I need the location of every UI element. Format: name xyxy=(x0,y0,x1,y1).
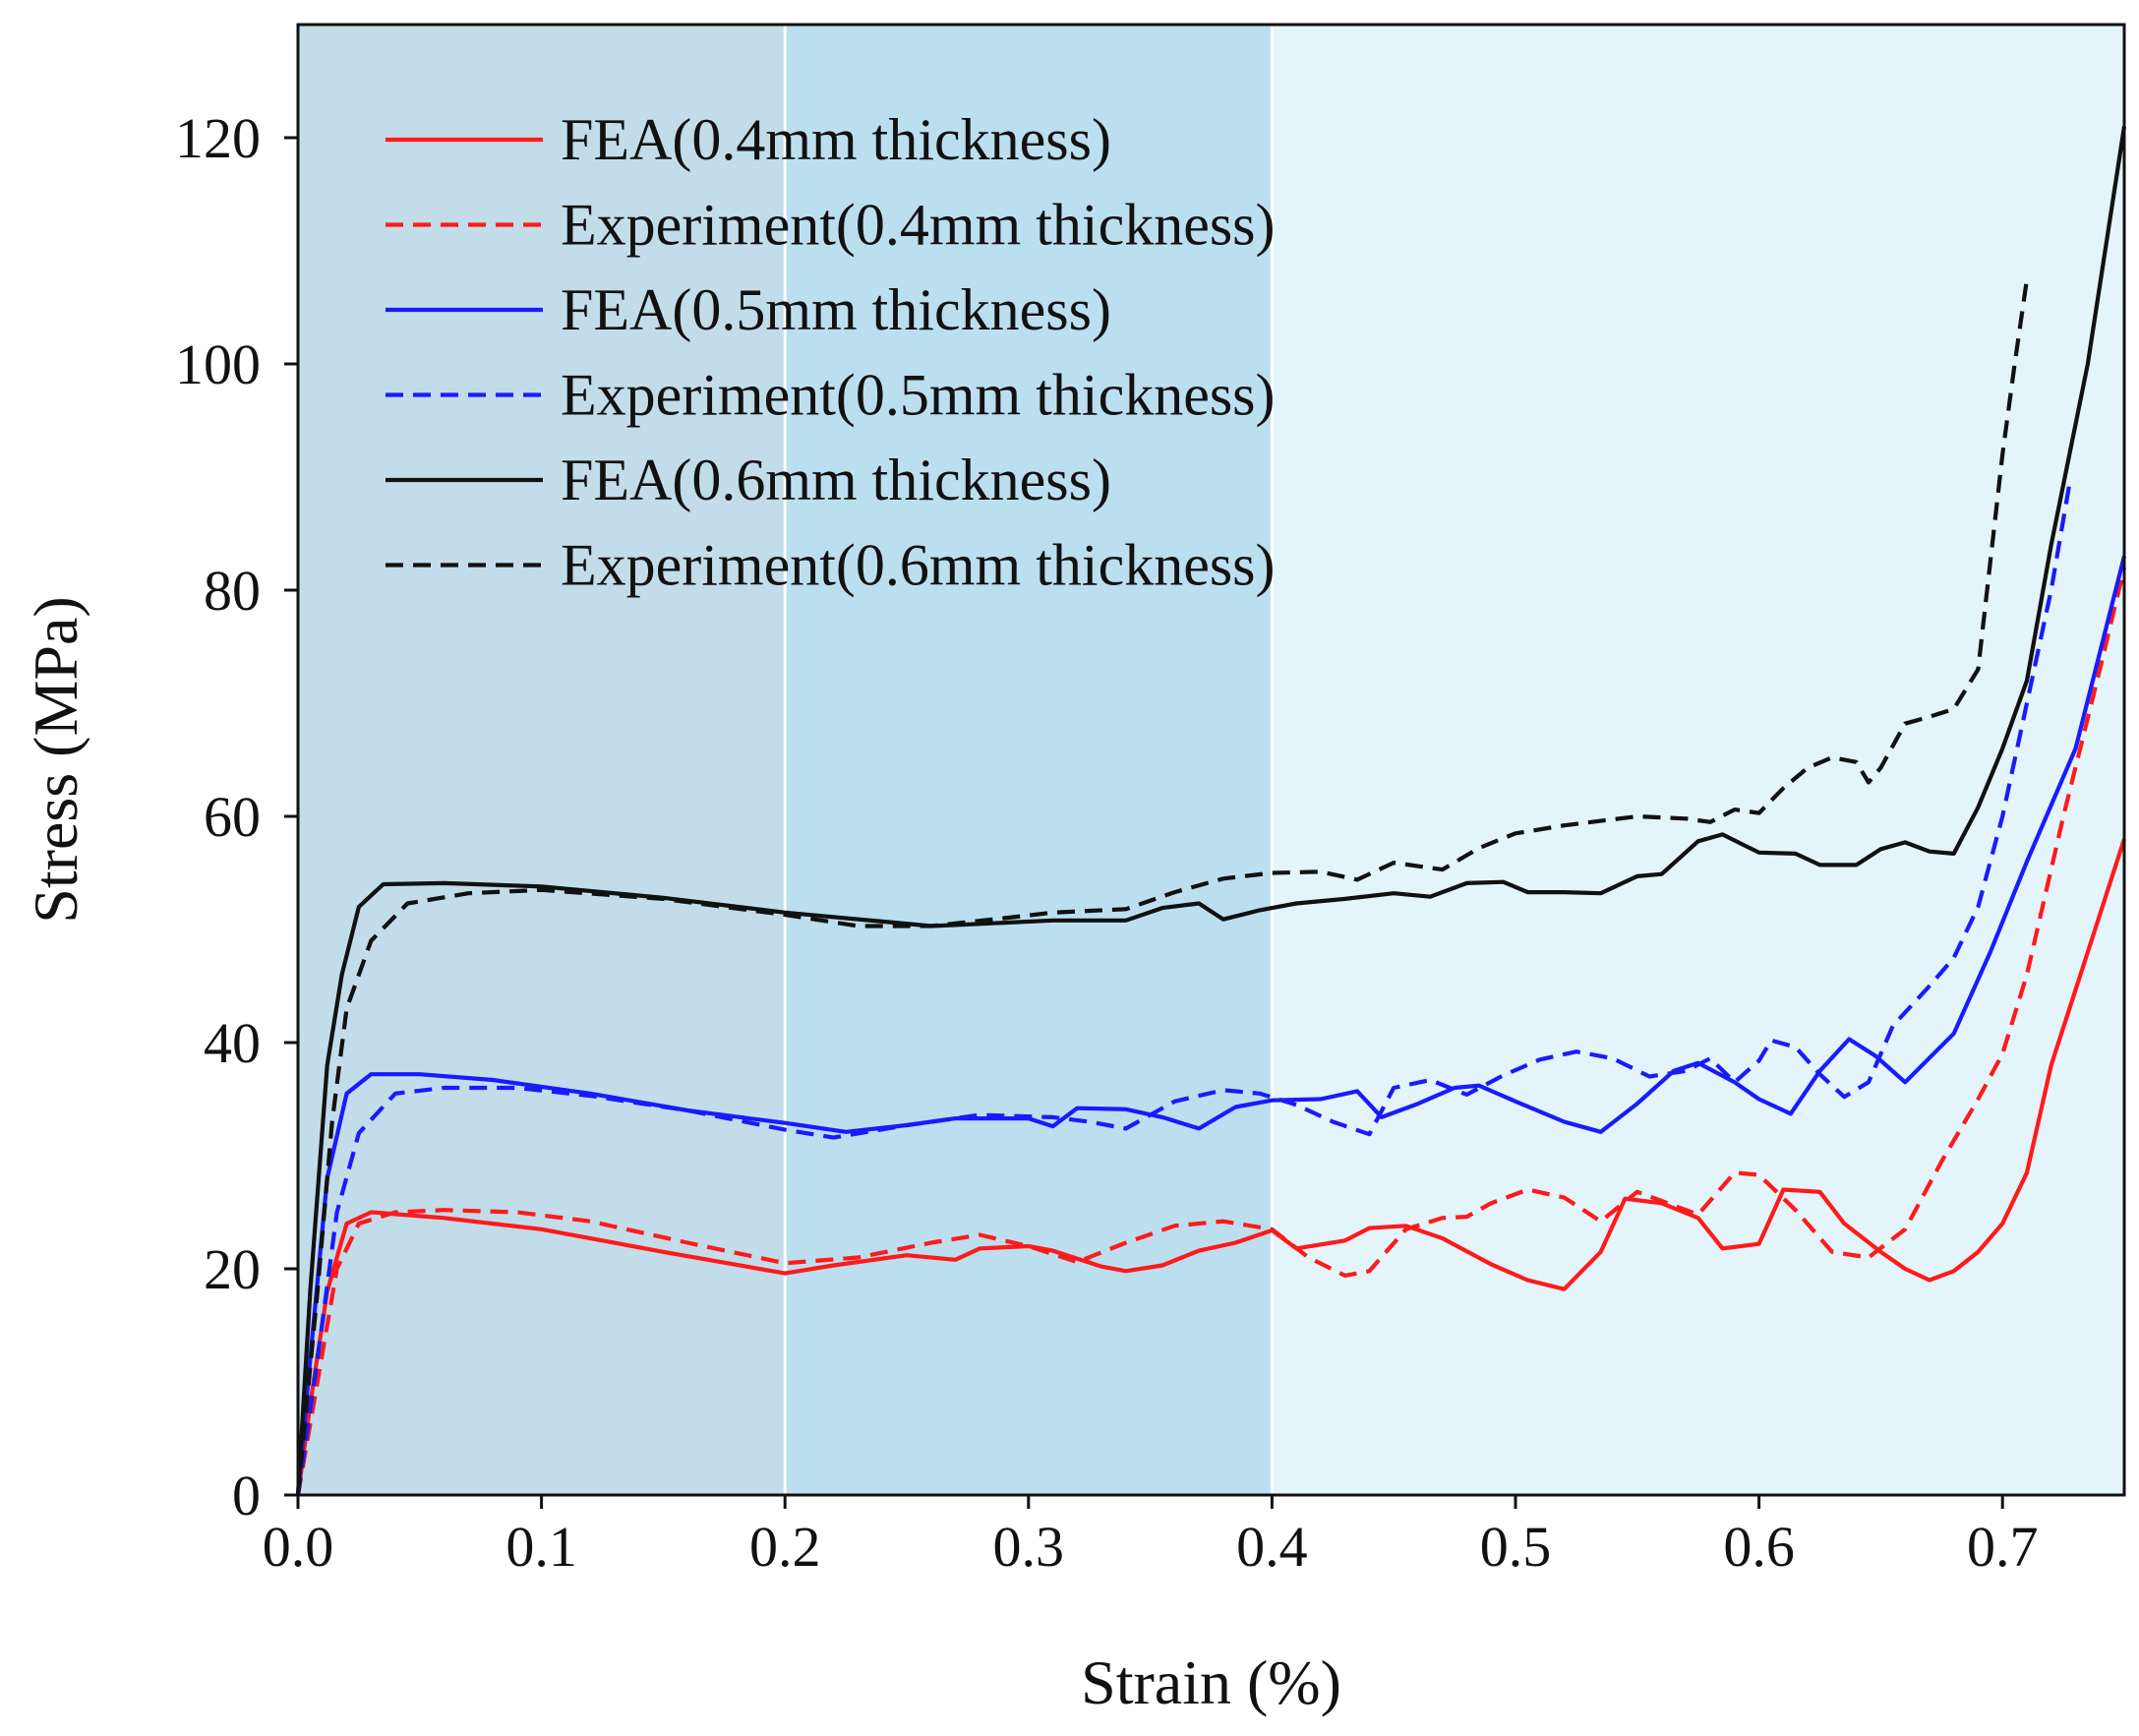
legend-label-1: Experiment(0.4mm thickness) xyxy=(561,193,1276,258)
x-tick-label: 0.6 xyxy=(1723,1515,1795,1579)
legend: FEA(0.4mm thickness) Experiment(0.4mm thi… xyxy=(386,107,1276,598)
y-tick-label: 60 xyxy=(204,785,261,849)
x-tick-label: 0.0 xyxy=(263,1515,334,1579)
legend-label-4: FEA(0.6mm thickness) xyxy=(561,448,1111,512)
legend-label-5: Experiment(0.6mm thickness) xyxy=(561,533,1276,598)
series-line-3 xyxy=(295,476,2073,1496)
series-lines xyxy=(295,126,2127,1496)
series-line-0 xyxy=(295,838,2126,1496)
x-tick-label: 0.2 xyxy=(749,1515,821,1579)
series-line-1 xyxy=(295,567,2127,1496)
x-tick-label: 0.1 xyxy=(505,1515,577,1579)
x-tick-label: 0.7 xyxy=(1967,1515,2039,1579)
x-tick-label: 0.3 xyxy=(993,1515,1065,1579)
series-line-4 xyxy=(295,126,2127,1496)
legend-label-2: FEA(0.5mm thickness) xyxy=(561,277,1111,342)
plot-frame xyxy=(296,23,2126,1497)
x-axis-title: Strain (%) xyxy=(1081,1647,1341,1717)
region-0 xyxy=(298,25,786,1495)
y-axis-title: Stress (MPa) xyxy=(21,596,90,923)
y-tick-label: 0 xyxy=(232,1464,261,1527)
legend-label-3: Experiment(0.5mm thickness) xyxy=(561,363,1276,428)
legend-label-0: FEA(0.4mm thickness) xyxy=(561,107,1111,172)
series-line-5 xyxy=(295,278,2030,1496)
x-tick-label: 0.5 xyxy=(1480,1515,1552,1579)
region-1 xyxy=(785,25,1273,1495)
y-tick-label: 80 xyxy=(204,559,261,623)
axes: 0.0 0.1 0.2 0.3 0.4 0.5 0.6 0.7 0 20 40 60 80 100 120 xyxy=(175,23,2126,1579)
y-tick-label: 100 xyxy=(175,332,261,396)
x-tick-label: 0.4 xyxy=(1236,1515,1308,1579)
y-tick-label: 40 xyxy=(204,1011,261,1075)
y-tick-label: 120 xyxy=(175,106,261,170)
y-tick-label: 20 xyxy=(204,1237,261,1301)
